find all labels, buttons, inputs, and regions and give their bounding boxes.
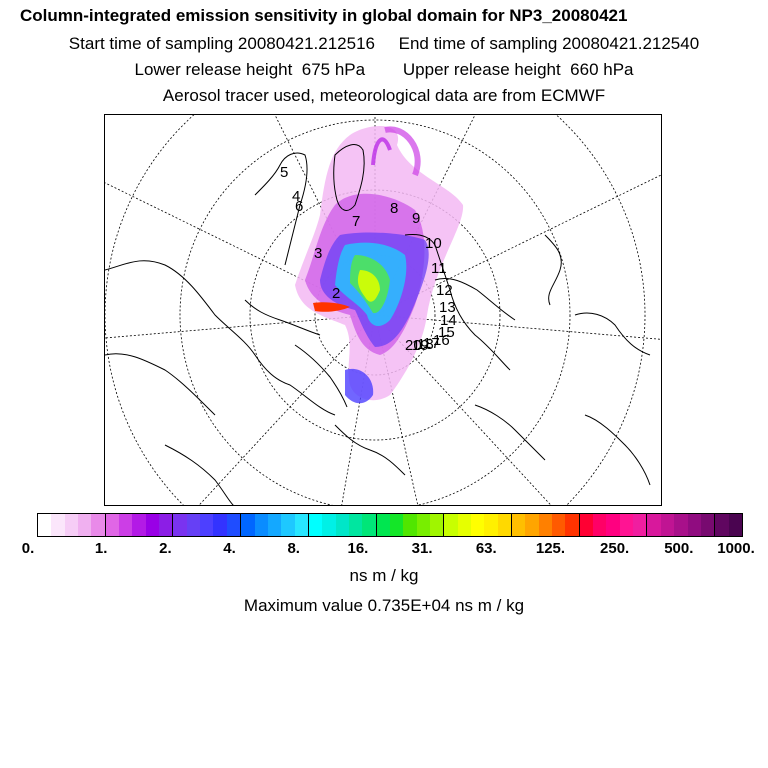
colorbar-cell bbox=[186, 514, 201, 536]
colorbar-unit: ns m / kg bbox=[349, 566, 419, 585]
colorbar-cell bbox=[362, 514, 377, 536]
colorbar-tick-label: 1000. bbox=[717, 540, 755, 557]
colorbar-cell bbox=[226, 514, 242, 536]
colorbar-cell bbox=[119, 514, 133, 536]
colorbar-cell bbox=[444, 514, 458, 536]
colorbar-tick-label: 2. bbox=[159, 540, 172, 557]
colorbar-cell bbox=[294, 514, 309, 536]
point-label: 3 bbox=[314, 245, 322, 262]
colorbar-cell bbox=[335, 514, 349, 536]
colorbar-tick-label: 8. bbox=[287, 540, 300, 557]
colorbar-cell bbox=[132, 514, 146, 536]
colorbar-cell bbox=[593, 514, 607, 536]
point-label: 9 bbox=[412, 210, 420, 227]
point-label: 17 bbox=[423, 335, 440, 352]
sensitivity-plume bbox=[295, 125, 464, 404]
colorbar-cell bbox=[173, 514, 187, 536]
title-line-4: Aerosol tracer used, meteorological data… bbox=[162, 86, 606, 105]
colorbar-cell bbox=[145, 514, 160, 536]
point-label: 8 bbox=[390, 200, 398, 217]
colorbar-cell bbox=[660, 514, 675, 536]
colorbar-labels: 0. 1. 2. 4. 8. 16. 31. 63. 125. 250. 500. 1000. bbox=[0, 540, 768, 560]
colorbar-cell bbox=[619, 514, 634, 536]
colorbar-cell bbox=[728, 514, 742, 536]
point-label: 20 bbox=[405, 337, 422, 354]
point-label: 16 bbox=[433, 332, 450, 349]
colorbar-cell bbox=[78, 514, 92, 536]
point-label: 6 bbox=[295, 198, 303, 215]
point-label: 19 bbox=[412, 337, 429, 354]
colorbar-tick-label: 63. bbox=[475, 540, 497, 557]
colorbar-tick-label: 125. bbox=[535, 540, 566, 557]
colorbar-tick-label: 250. bbox=[600, 540, 630, 557]
title-line-1: Column-integrated emission sensitivity i… bbox=[20, 6, 628, 25]
colorbar-tick-label: 1. bbox=[94, 540, 108, 557]
colorbar-cell bbox=[281, 514, 295, 536]
colorbar-cell bbox=[647, 514, 661, 536]
polar-map: 2 3 4 5 6 7 8 9 10 11 12 13 14 15 16 17 … bbox=[104, 114, 662, 506]
colorbar-cell bbox=[700, 514, 716, 536]
colorbar-cell bbox=[429, 514, 445, 536]
colorbar-cell bbox=[91, 514, 106, 536]
colorbar-cell bbox=[200, 514, 214, 536]
colorbar-cell bbox=[254, 514, 268, 536]
colorbar-cell bbox=[389, 514, 404, 536]
colorbar-cell bbox=[348, 514, 363, 536]
colorbar-cell bbox=[687, 514, 701, 536]
colorbar-cell bbox=[497, 514, 513, 536]
point-label: 12 bbox=[436, 282, 453, 299]
colorbar-tick-label: 0. bbox=[21, 540, 35, 557]
colorbar-cell bbox=[376, 514, 390, 536]
colorbar-cell bbox=[38, 514, 52, 536]
release-point-labels: 2 3 4 5 6 7 8 9 10 11 12 13 14 15 16 17 … bbox=[280, 164, 457, 354]
colorbar-cell bbox=[457, 514, 471, 536]
title-line-2: Start time of sampling 20080421.212516 E… bbox=[68, 34, 700, 53]
colorbar-cell bbox=[525, 514, 539, 536]
maximum-value: Maximum value 0.735E+04 ns m / kg bbox=[243, 596, 525, 615]
colorbar-cell bbox=[308, 514, 323, 536]
colorbar-cell bbox=[322, 514, 336, 536]
point-label: 11 bbox=[431, 260, 447, 277]
point-label: 18 bbox=[417, 336, 434, 353]
colorbar-tick-label: 16. bbox=[347, 540, 369, 557]
colorbar-cell bbox=[105, 514, 120, 536]
title-line-3: Lower release height 675 hPa Upper relea… bbox=[134, 60, 634, 79]
point-label: 4 bbox=[292, 188, 300, 205]
colorbar-cell bbox=[64, 514, 79, 536]
point-label: 7 bbox=[352, 213, 360, 230]
colorbar-cell bbox=[512, 514, 526, 536]
colorbar-cell bbox=[606, 514, 620, 536]
colorbar bbox=[37, 513, 743, 537]
colorbar-cell bbox=[579, 514, 594, 536]
colorbar-cell bbox=[552, 514, 566, 536]
colorbar-cell bbox=[159, 514, 174, 536]
point-label: 2 bbox=[332, 285, 340, 302]
colorbar-cell bbox=[538, 514, 553, 536]
colorbar-cell bbox=[403, 514, 417, 536]
colorbar-cell bbox=[416, 514, 430, 536]
point-label: 14 bbox=[440, 312, 457, 329]
colorbar-cell bbox=[715, 514, 729, 536]
coastlines bbox=[105, 144, 651, 505]
colorbar-cell bbox=[213, 514, 227, 536]
colorbar-tick-label: 500. bbox=[664, 540, 694, 557]
colorbar-tick-label: 31. bbox=[411, 540, 433, 557]
point-label: 5 bbox=[280, 164, 288, 181]
colorbar-cell bbox=[633, 514, 648, 536]
point-label: 15 bbox=[438, 324, 455, 341]
colorbar-cell bbox=[241, 514, 255, 536]
colorbar-cell bbox=[565, 514, 580, 536]
colorbar-cell bbox=[484, 514, 498, 536]
colorbar-cell bbox=[471, 514, 485, 536]
map-canvas: 2 3 4 5 6 7 8 9 10 11 12 13 14 15 16 17 … bbox=[105, 115, 661, 505]
colorbar-cell bbox=[674, 514, 688, 536]
colorbar-cell bbox=[51, 514, 65, 536]
point-label: 10 bbox=[425, 235, 442, 252]
colorbar-cell bbox=[267, 514, 282, 536]
colorbar-tick-label: 4. bbox=[223, 540, 236, 557]
point-label: 13 bbox=[439, 299, 456, 316]
